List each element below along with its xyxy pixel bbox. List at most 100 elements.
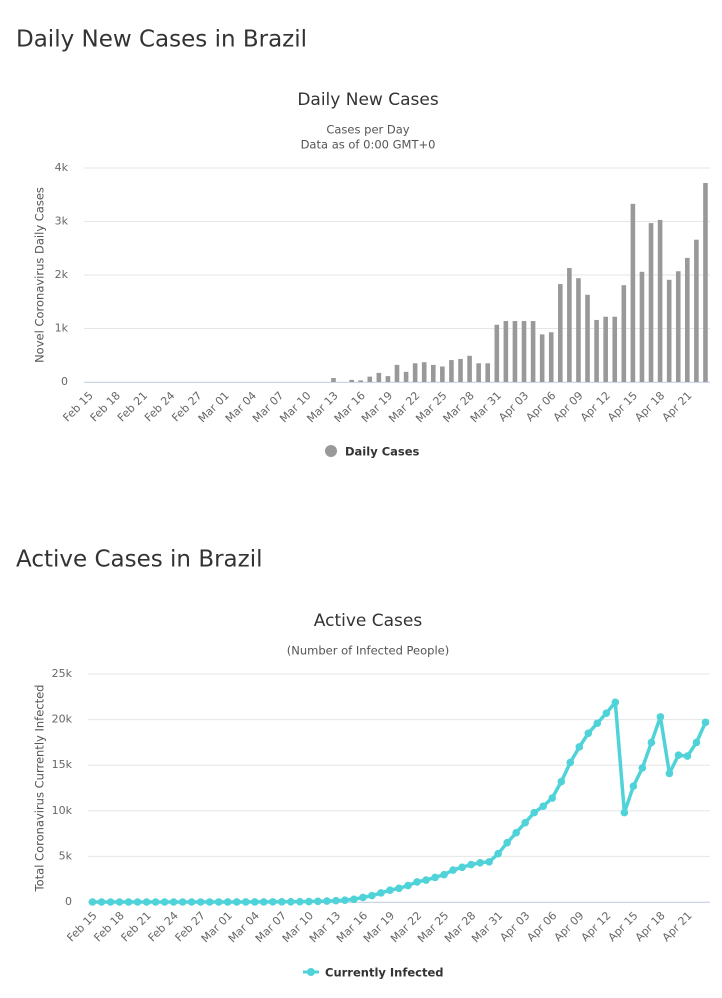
line-marker [196, 898, 205, 906]
line-marker [620, 808, 629, 817]
bar [512, 321, 518, 382]
bar [530, 321, 536, 382]
bar [449, 360, 454, 382]
y-axis-label: Total Coronavirus Currently Infected [33, 685, 47, 893]
line-marker [377, 889, 385, 897]
chart-subtitle: Cases per Day [326, 123, 409, 137]
line-marker [395, 884, 403, 893]
line-marker [259, 898, 268, 906]
line-marker [557, 777, 566, 786]
line-marker [683, 752, 692, 760]
y-tick-label: 0 [61, 375, 68, 388]
bar [612, 316, 618, 382]
x-tick-label: Mar 31 [468, 389, 504, 425]
line-marker [314, 897, 322, 906]
bar [385, 376, 391, 382]
line-marker [422, 876, 430, 884]
y-tick-label: 20k [52, 713, 73, 726]
line-marker [88, 898, 97, 906]
bar [657, 219, 663, 382]
line-marker [223, 898, 232, 906]
line-marker [602, 709, 611, 718]
line-marker [341, 896, 349, 904]
line-marker [187, 898, 196, 906]
line-marker [296, 897, 304, 906]
bar [403, 371, 409, 382]
line-marker [539, 802, 548, 811]
line-marker [674, 751, 683, 759]
legend-symbol [307, 968, 315, 976]
bar [458, 358, 463, 382]
line-marker [584, 729, 593, 738]
section-heading: Daily New Cases in Brazil [16, 27, 307, 53]
line-marker [142, 898, 151, 906]
bar [467, 355, 472, 382]
bar [666, 279, 672, 382]
line-marker [305, 897, 313, 906]
line-marker [151, 898, 160, 906]
y-tick-label: 4k [55, 161, 69, 174]
x-tick-label: Apr 21 [660, 909, 695, 944]
line-marker [665, 769, 674, 778]
line-marker [647, 738, 656, 747]
y-tick-label: 5k [59, 849, 73, 862]
x-tick-label: Apr 21 [660, 389, 695, 424]
legend-label: Daily Cases [345, 445, 420, 459]
line-marker [458, 863, 466, 872]
chart-subtitle: Data as of 0:00 GMT+0 [301, 138, 436, 152]
line-marker [178, 898, 187, 906]
bar [521, 321, 527, 382]
line-marker [512, 828, 520, 837]
line-marker [503, 838, 511, 847]
line-marker [692, 738, 701, 747]
y-tick-label: 25k [52, 667, 73, 680]
line-marker [350, 895, 358, 904]
bar [421, 362, 427, 382]
bar [358, 380, 364, 382]
y-tick-label: 2k [55, 268, 69, 281]
bar [503, 321, 509, 382]
line-marker [413, 878, 421, 886]
bar [585, 294, 590, 382]
bar [331, 377, 336, 382]
line-marker [575, 743, 584, 751]
line-marker [169, 898, 178, 906]
line-marker [115, 898, 124, 906]
bar [567, 268, 572, 382]
line-marker [124, 898, 133, 906]
line-marker [332, 896, 340, 905]
line-marker [656, 713, 665, 721]
line-marker [232, 898, 241, 906]
line-marker [548, 794, 557, 802]
line-marker [530, 808, 539, 817]
bar [694, 239, 699, 382]
line-marker [268, 898, 277, 906]
bar [675, 271, 681, 382]
line-marker [160, 898, 169, 906]
bar [440, 366, 445, 382]
line-marker [593, 719, 602, 728]
line [92, 700, 708, 904]
y-tick-label: 10k [52, 804, 73, 817]
line-marker [638, 764, 647, 772]
bar [539, 334, 545, 382]
line-marker [521, 818, 530, 827]
line-marker [97, 898, 106, 906]
bar [576, 278, 581, 382]
line-marker [449, 866, 457, 874]
line-marker [287, 897, 295, 906]
y-tick-label: 0 [65, 895, 72, 908]
bar [685, 257, 690, 382]
line-marker [467, 860, 475, 869]
bar [594, 319, 599, 382]
y-tick-label: 1k [55, 322, 69, 335]
line-marker [250, 898, 259, 906]
line-marker [440, 870, 448, 879]
line-marker [214, 898, 223, 906]
line-marker [611, 698, 620, 707]
chart-title: Daily New Cases [297, 90, 439, 110]
section-heading: Active Cases in Brazil [16, 547, 263, 573]
line-marker [476, 858, 484, 867]
